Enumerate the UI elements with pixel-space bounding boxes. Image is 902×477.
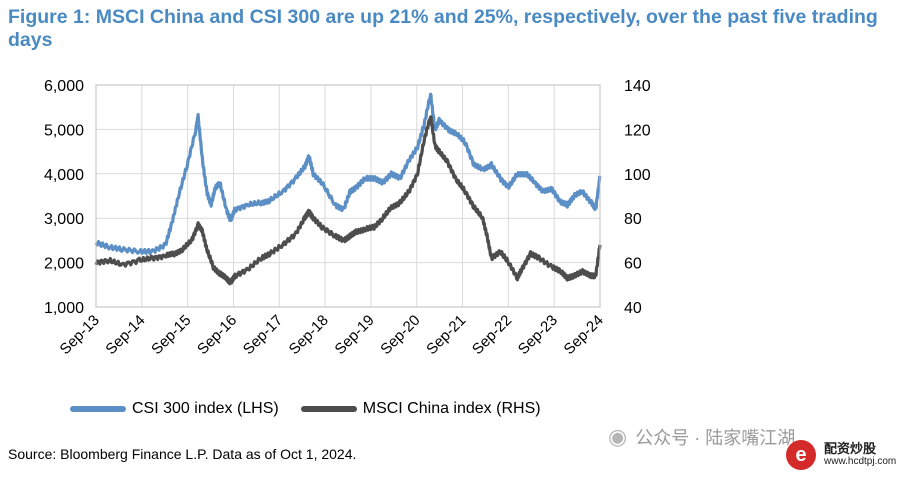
- left-axis-tick-label: 3,000: [44, 211, 84, 228]
- right-axis-tick-label: 140: [624, 78, 651, 95]
- legend-swatch-csi300: [70, 406, 126, 412]
- x-axis-tick-label: Sep-22: [469, 312, 515, 358]
- chart-title: Figure 1: MSCI China and CSI 300 are up …: [8, 6, 878, 51]
- site-logo: e 配资炒股 www.hcdtpj.com: [786, 438, 898, 472]
- left-axis-tick-label: 6,000: [44, 78, 84, 95]
- legend-swatch-msci-china: [300, 406, 357, 412]
- logo-name: 配资炒股: [824, 441, 877, 456]
- x-axis-tick-label: Sep-23: [515, 312, 561, 358]
- x-axis-tick-label: Sep-16: [194, 312, 240, 358]
- watermark: ◉ 公众号 · 陆家嘴江湖: [608, 424, 795, 450]
- watermark-text: 公众号 · 陆家嘴江湖: [635, 428, 796, 448]
- left-axis-tick-label: 4,000: [44, 167, 84, 184]
- x-axis-tick-label: Sep-14: [102, 312, 148, 358]
- right-axis-tick-label: 60: [624, 256, 642, 273]
- x-axis-tick-label: Sep-18: [286, 312, 332, 358]
- right-axis-tick-label: 40: [624, 300, 642, 317]
- right-axis-tick-label: 80: [624, 211, 642, 228]
- series-line-csi300: [94, 92, 602, 255]
- x-axis-tick-label: Sep-19: [332, 312, 378, 358]
- series-line-msci-china: [94, 115, 602, 286]
- right-axis-tick-label: 100: [624, 167, 651, 184]
- wechat-icon: ◉: [608, 424, 628, 449]
- left-axis-tick-label: 1,000: [44, 300, 84, 317]
- x-axis-tick-label: Sep-17: [240, 312, 286, 358]
- x-axis-tick-label: Sep-15: [148, 312, 194, 358]
- logo-url: www.hcdtpj.com: [824, 456, 897, 467]
- source-note: Source: Bloomberg Finance L.P. Data as o…: [8, 446, 357, 462]
- left-axis-tick-label: 2,000: [44, 256, 84, 273]
- logo-mark: e: [786, 440, 816, 470]
- legend-label-msci-china: MSCI China index (RHS): [362, 400, 541, 417]
- x-axis-tick-label: Sep-20: [377, 312, 423, 358]
- dual-axis-line-chart: 1,000 2,000 3,000 4,000 5,000 6,000 40 60 80 100 1…: [44, 78, 651, 358]
- left-axis-tick-label: 5,000: [44, 122, 84, 139]
- x-axis-tick-label: Sep-13: [57, 312, 103, 358]
- chart-legend: CSI 300 index (LHS) MSCI China index (RH…: [70, 400, 541, 418]
- legend-item-csi300: CSI 300 index (LHS): [70, 400, 279, 418]
- x-axis-tick-label: Sep-21: [423, 312, 469, 358]
- plot-frame: [95, 84, 601, 308]
- legend-label-csi300: CSI 300 index (LHS): [132, 400, 279, 417]
- legend-item-msci-china: MSCI China index (RHS): [300, 400, 541, 418]
- x-axis-tick-label: Sep-24: [561, 312, 607, 358]
- right-axis-tick-label: 120: [624, 122, 651, 139]
